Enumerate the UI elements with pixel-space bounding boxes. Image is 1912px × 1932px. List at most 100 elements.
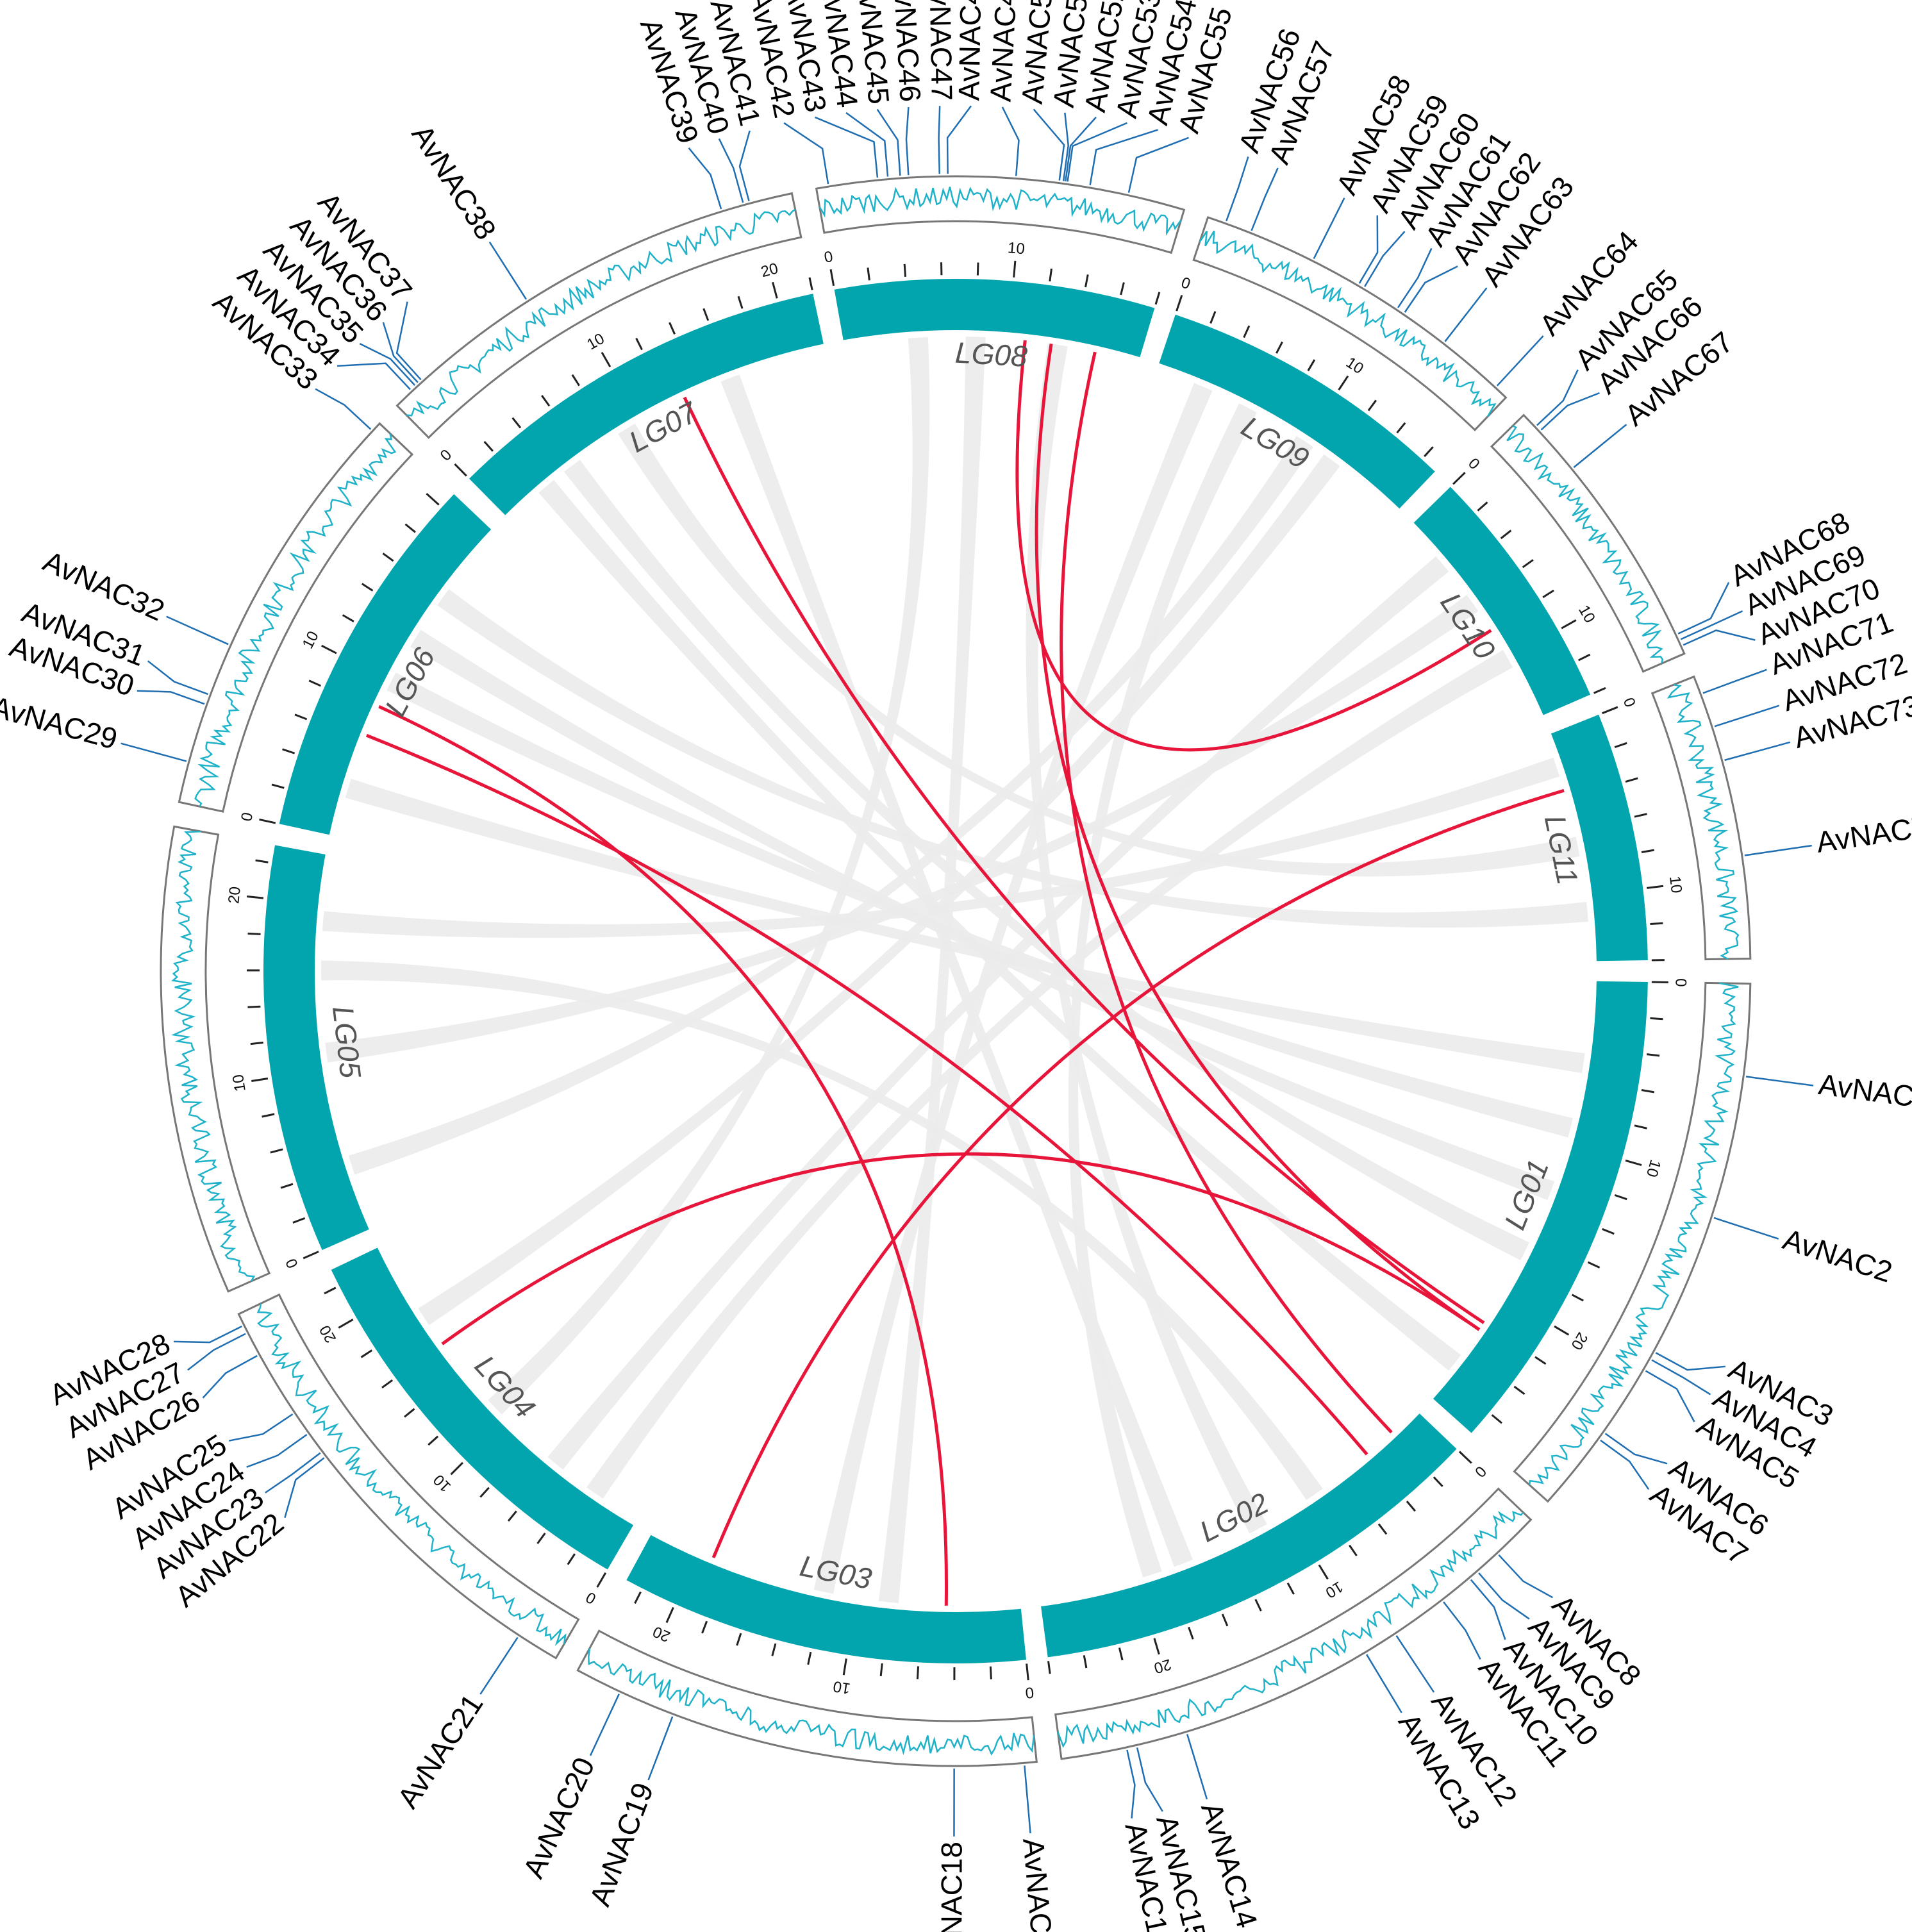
gene-leader bbox=[938, 106, 941, 174]
gene-leader bbox=[1745, 1076, 1814, 1087]
tick-mark bbox=[450, 1461, 464, 1476]
tick-mark bbox=[511, 417, 522, 429]
density-line bbox=[819, 187, 1182, 237]
density-line bbox=[406, 208, 796, 417]
gene-leader bbox=[1498, 1554, 1554, 1599]
gene-leader bbox=[1713, 1217, 1779, 1240]
chromosome-lg01 bbox=[1433, 981, 1648, 1433]
tick-mark bbox=[454, 463, 467, 477]
highlighted-link bbox=[1015, 340, 1492, 752]
tick-mark bbox=[808, 277, 813, 290]
gene-label: AvNAC2 bbox=[1779, 1222, 1897, 1289]
tick-mark bbox=[303, 1251, 319, 1260]
tick-mark bbox=[1026, 1663, 1029, 1681]
gene-leader bbox=[845, 112, 889, 177]
tick-mark bbox=[879, 1663, 883, 1676]
tick-mark bbox=[1013, 260, 1017, 278]
gene-label: AvNAC29 bbox=[0, 690, 121, 756]
gene-leader bbox=[382, 322, 419, 383]
tick-mark bbox=[772, 281, 778, 299]
tick-label: 0 bbox=[823, 248, 835, 267]
chromosome-lg02 bbox=[1041, 1413, 1457, 1658]
gene-leader bbox=[395, 301, 422, 381]
chromosome-lg05 bbox=[263, 845, 369, 1251]
gene-leader bbox=[1251, 167, 1279, 231]
tick-mark bbox=[771, 1643, 777, 1656]
tick-mark bbox=[1593, 687, 1606, 694]
density-track-box bbox=[395, 192, 802, 439]
tick-mark bbox=[1049, 268, 1052, 282]
density-track-box bbox=[160, 825, 271, 1293]
tick-mark bbox=[404, 1408, 415, 1418]
tick-label: 10 bbox=[1007, 239, 1026, 258]
tick-mark bbox=[1367, 399, 1377, 412]
background-link bbox=[878, 337, 986, 1603]
gene-label: AvNAC49 bbox=[983, 0, 1024, 103]
tick-mark bbox=[989, 1666, 992, 1679]
chromosome-lg06 bbox=[279, 494, 492, 835]
gene-leader bbox=[1395, 1635, 1435, 1693]
gene-leader bbox=[1366, 1654, 1402, 1713]
tick-label: 10 bbox=[1322, 1578, 1346, 1601]
gene-leader bbox=[315, 388, 372, 430]
gene-leader bbox=[1126, 1749, 1136, 1819]
gene-leader bbox=[1067, 122, 1127, 182]
density-line bbox=[256, 1303, 567, 1646]
gene-leader bbox=[876, 108, 901, 176]
tick-mark bbox=[1047, 1661, 1051, 1674]
tick-mark bbox=[1154, 292, 1161, 305]
tick-label: 0 bbox=[1179, 274, 1192, 293]
density-line bbox=[1528, 982, 1739, 1485]
gene-leader bbox=[1536, 369, 1579, 426]
tick-label: 10 bbox=[299, 628, 322, 651]
gene-leader bbox=[1604, 1433, 1668, 1465]
tick-mark bbox=[736, 1633, 742, 1646]
tick-mark bbox=[807, 1651, 812, 1665]
gene-leader bbox=[905, 106, 910, 176]
gene-leader bbox=[147, 660, 208, 695]
tick-mark bbox=[246, 895, 264, 899]
tick-mark bbox=[1542, 589, 1554, 599]
tick-mark bbox=[867, 267, 870, 281]
tick-mark bbox=[1210, 311, 1217, 324]
gene-leader bbox=[1443, 1601, 1481, 1660]
tick-mark bbox=[1338, 375, 1349, 391]
chromosome-label: LG08 bbox=[954, 336, 1029, 373]
tick-mark bbox=[1085, 274, 1089, 288]
tick-mark bbox=[271, 783, 285, 789]
tick-mark bbox=[1578, 653, 1591, 662]
tick-mark bbox=[1647, 1053, 1660, 1057]
density-track-box bbox=[1192, 216, 1508, 431]
gene-label: AvNAC17 bbox=[1017, 1836, 1061, 1932]
background-link bbox=[720, 374, 1193, 1567]
tick-mark bbox=[1433, 1476, 1443, 1487]
tick-label: 20 bbox=[651, 1622, 673, 1645]
tick-mark bbox=[1458, 1451, 1472, 1464]
density-line bbox=[588, 1648, 1035, 1756]
tick-mark bbox=[1276, 341, 1283, 354]
tick-mark bbox=[361, 583, 374, 592]
density-line bbox=[1667, 684, 1740, 960]
chromosome-label: LG03 bbox=[797, 1549, 875, 1595]
background-link bbox=[410, 629, 1555, 1201]
gene-leader bbox=[1397, 247, 1433, 308]
highlighted-link bbox=[378, 704, 948, 1606]
tick-label: 0 bbox=[238, 811, 256, 823]
tick-mark bbox=[1491, 1414, 1503, 1424]
tick-label: 20 bbox=[1567, 1329, 1591, 1353]
chromosome-label: LG05 bbox=[326, 1004, 368, 1080]
tick-mark bbox=[1650, 922, 1663, 926]
gene-leader bbox=[1496, 335, 1544, 387]
tick-mark bbox=[382, 553, 394, 562]
tick-mark bbox=[1561, 619, 1577, 629]
highlighted-link bbox=[1060, 351, 1393, 1434]
tick-mark bbox=[1452, 472, 1466, 485]
gene-leader bbox=[1062, 112, 1069, 181]
tick-mark bbox=[567, 1553, 576, 1565]
density-line bbox=[1199, 230, 1497, 417]
tick-mark bbox=[262, 1113, 275, 1118]
gene-label: AvNAC47 bbox=[923, 0, 959, 101]
tick-mark bbox=[976, 262, 979, 276]
